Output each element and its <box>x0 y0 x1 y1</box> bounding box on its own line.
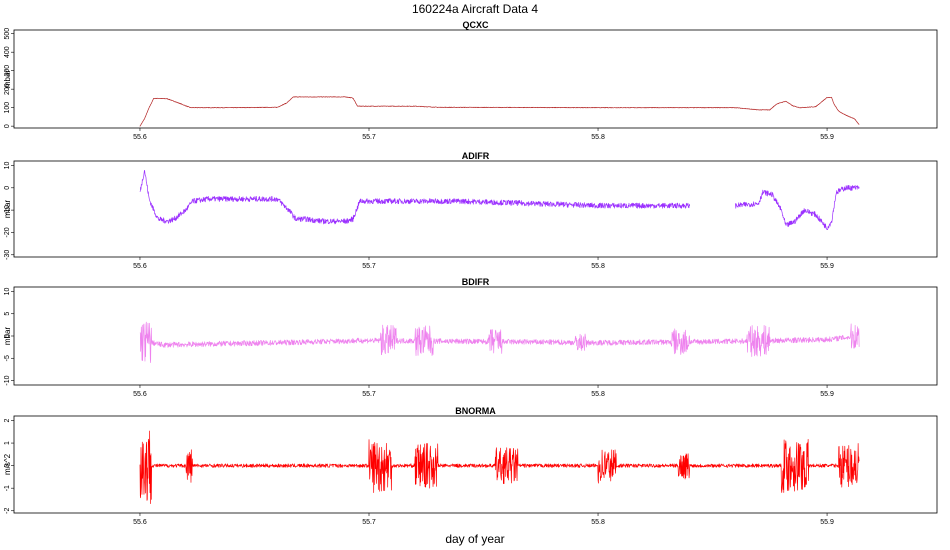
x-tick-label: 55.9 <box>820 263 834 270</box>
y-tick-label: 0 <box>4 334 11 338</box>
figure-title: 160224a Aircraft Data 4 <box>412 2 538 16</box>
y-tick-label: -10 <box>4 205 11 215</box>
x-tick-label: 55.8 <box>591 134 605 141</box>
y-tick-label: 1 <box>4 441 11 445</box>
x-tick-label: 55.7 <box>362 391 376 398</box>
x-tick-label: 55.6 <box>133 134 147 141</box>
y-tick-label: 0 <box>4 186 11 190</box>
series-line-adifr-0 <box>139 169 690 225</box>
x-tick-label: 55.6 <box>133 391 147 398</box>
panel-qcxc: QCXC mbar 0 100 200 300 400 500 55.6 55.7 55.8 55.9 <box>3 20 938 141</box>
series-line-bdifr-0 <box>139 321 860 363</box>
x-tick-label: 55.6 <box>133 519 147 526</box>
y-tick-label: 0 <box>4 124 11 128</box>
x-tick-label: 55.8 <box>591 519 605 526</box>
y-axis-label: mbar <box>3 200 12 219</box>
x-tick-label: 55.8 <box>591 263 605 270</box>
plot-frame <box>13 160 938 258</box>
x-tick-label: 55.9 <box>820 134 834 141</box>
y-tick-label: 10 <box>4 161 11 169</box>
panel-title: BNORMA <box>455 406 496 416</box>
series-line-adifr-1 <box>735 184 860 231</box>
y-tick-label: -5 <box>4 355 11 361</box>
x-tick-label: 55.8 <box>591 391 605 398</box>
panel-adifr: ADIFR mbar -30 -20 -10 0 10 55.6 55.7 55.8 55.9 <box>3 151 938 270</box>
panel-title: ADIFR <box>462 151 490 161</box>
x-tick-label: 55.9 <box>820 391 834 398</box>
y-tick-label: 2 <box>4 418 11 422</box>
y-tick-label: 5 <box>4 312 11 316</box>
y-tick-label: -20 <box>4 227 11 237</box>
y-axis-label: mbar <box>3 70 12 89</box>
y-tick-label: 200 <box>4 83 11 95</box>
panel-bnorma: BNORMA m/s^2 -2 -1 0 1 2 55.6 55.7 55.8 55.9 <box>3 406 938 526</box>
panel-bdifr: BDIFR mbar -10 -5 0 5 10 55.6 55.7 55.8 55.9 <box>3 277 938 398</box>
y-tick-label: 300 <box>4 65 11 77</box>
x-tick-label: 55.6 <box>133 263 147 270</box>
y-tick-label: -1 <box>4 485 11 491</box>
x-tick-label: 55.7 <box>362 134 376 141</box>
y-axis-label: mbar <box>3 327 12 346</box>
series-line-bnorma-0 <box>139 430 860 504</box>
y-tick-label: 0 <box>4 464 11 468</box>
y-tick-label: 500 <box>4 28 11 40</box>
plot-frame <box>13 29 938 129</box>
y-tick-label: 400 <box>4 46 11 58</box>
plot-frame <box>13 415 938 514</box>
x-axis-label: day of year <box>445 532 504 546</box>
y-tick-label: -2 <box>4 508 11 514</box>
y-tick-label: -30 <box>4 250 11 260</box>
x-tick-label: 55.9 <box>820 519 834 526</box>
panel-title: QCXC <box>462 20 489 30</box>
y-axis-label: m/s^2 <box>3 453 12 475</box>
plot-frame <box>13 286 938 386</box>
panel-title: BDIFR <box>462 277 490 287</box>
x-tick-label: 55.7 <box>362 263 376 270</box>
y-tick-label: 100 <box>4 102 11 114</box>
y-tick-label: 10 <box>4 287 11 295</box>
series-line-qcxc-0 <box>139 96 860 127</box>
y-tick-label: -10 <box>4 375 11 385</box>
x-tick-label: 55.7 <box>362 519 376 526</box>
